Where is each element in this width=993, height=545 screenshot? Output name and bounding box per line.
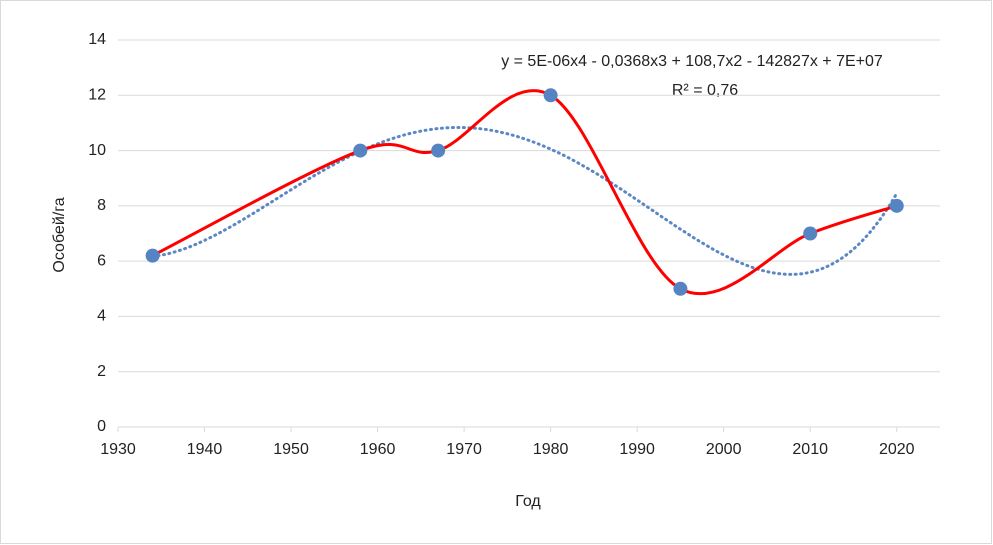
y-tick-label: 4	[97, 308, 106, 325]
y-tick-label: 8	[97, 197, 106, 214]
data-point	[431, 143, 446, 158]
data-point	[673, 281, 688, 296]
x-tick-label: 1970	[446, 441, 482, 458]
x-tick-label: 1930	[100, 441, 136, 458]
data-point	[889, 198, 904, 213]
x-tick-label: 1940	[187, 441, 223, 458]
data-point	[543, 88, 558, 103]
x-tick-label: 1960	[360, 441, 396, 458]
y-tick-label: 12	[88, 87, 106, 104]
r-squared: R² = 0,76	[672, 82, 738, 99]
x-tick-label: 2000	[706, 441, 742, 458]
y-tick-label: 0	[97, 418, 106, 435]
x-tick-label: 2020	[879, 441, 915, 458]
trendline	[151, 126, 899, 276]
x-tick-label: 1950	[273, 441, 309, 458]
data-point	[353, 143, 368, 158]
y-tick-label: 14	[88, 31, 106, 48]
y-tick-label: 2	[97, 363, 106, 380]
data-point	[145, 248, 160, 263]
x-tick-label: 1990	[619, 441, 655, 458]
x-axis-label: Год	[515, 493, 541, 510]
trend-equation: y = 5E-06x4 - 0,0368x3 + 108,7x2 - 14282…	[501, 53, 883, 70]
data-point	[803, 226, 818, 241]
y-tick-label: 6	[97, 252, 106, 269]
y-axis-label: Особей/га	[51, 197, 68, 272]
y-tick-label: 10	[88, 142, 106, 159]
x-tick-label: 2010	[792, 441, 828, 458]
x-tick-label: 1980	[533, 441, 569, 458]
